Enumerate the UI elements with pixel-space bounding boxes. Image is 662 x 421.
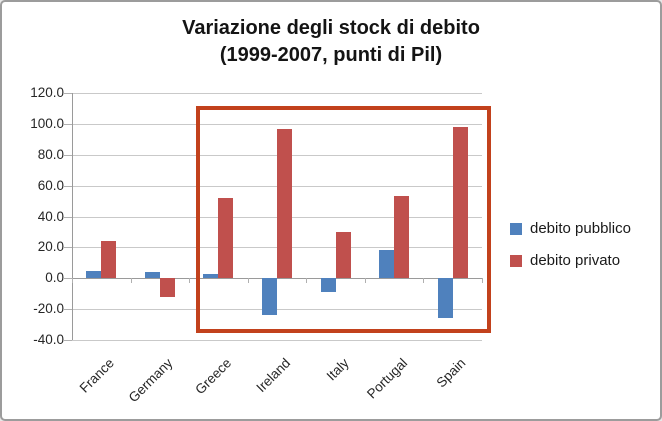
gridline xyxy=(72,93,482,94)
bar-debito-pubblico-greece xyxy=(203,273,219,279)
bar-debito-privato-ireland xyxy=(277,128,292,279)
y-axis-tick xyxy=(64,93,72,94)
legend-item-debito-pubblico: debito pubblico xyxy=(510,220,631,237)
y-axis-tick xyxy=(64,123,72,125)
bar-debito-pubblico-italy xyxy=(320,278,336,293)
bar-debito-privato-germany xyxy=(159,278,175,297)
x-axis-tick xyxy=(130,278,132,284)
gridline xyxy=(72,340,482,341)
bar-debito-privato-italy xyxy=(335,231,351,279)
gridline xyxy=(72,309,482,311)
x-category-label-greece: Greece xyxy=(192,355,235,398)
gridline xyxy=(72,123,482,125)
legend-swatch-debito-pubblico xyxy=(510,222,522,235)
bar-debito-pubblico-ireland xyxy=(262,278,277,316)
x-axis-tick xyxy=(72,278,73,284)
bar-debito-pubblico-spain xyxy=(437,278,453,319)
chart-title-line1: Variazione degli stock di debito xyxy=(182,17,480,39)
bar-debito-pubblico-portugal xyxy=(379,250,395,279)
y-axis-line xyxy=(72,93,73,340)
bar-debito-privato-portugal xyxy=(394,196,410,279)
y-tick-label: 0.0 xyxy=(45,270,64,286)
bar-debito-privato-spain xyxy=(452,126,468,279)
legend-label-debito-pubblico: debito pubblico xyxy=(530,220,631,237)
x-category-label-italy: Italy xyxy=(323,355,352,384)
x-axis-tick xyxy=(482,278,483,284)
y-tick-label: 80.0 xyxy=(37,146,64,162)
y-axis-tick xyxy=(64,247,72,249)
bar-debito-privato-france xyxy=(101,241,117,279)
y-axis-tick xyxy=(64,309,72,311)
y-tick-label: -40.0 xyxy=(33,332,64,347)
x-axis-tick xyxy=(364,278,366,284)
y-axis-tick xyxy=(64,340,72,341)
y-axis-tick xyxy=(64,216,72,218)
y-axis-tick xyxy=(64,154,72,156)
legend-swatch-debito-privato xyxy=(510,254,522,267)
chart-title: Variazione degli stock di debito (1999-2… xyxy=(2,15,660,69)
y-tick-label: 60.0 xyxy=(37,177,64,193)
x-axis-tick xyxy=(306,278,308,284)
legend-item-debito-privato: debito privato xyxy=(510,252,631,269)
y-tick-label: 40.0 xyxy=(37,208,64,224)
x-category-label-spain: Spain xyxy=(433,355,469,391)
y-axis-tick xyxy=(64,185,72,187)
y-axis-tick xyxy=(64,278,72,280)
x-category-label-france: France xyxy=(76,355,118,396)
x-category-label-germany: Germany xyxy=(125,355,176,406)
x-category-label-portugal: Portugal xyxy=(363,355,411,402)
x-axis-tick xyxy=(189,278,191,284)
x-axis-tick xyxy=(423,278,425,284)
x-axis-tick xyxy=(247,278,249,284)
highlight-rectangle xyxy=(196,106,491,334)
bar-debito-privato-greece xyxy=(218,197,234,279)
x-category-label-ireland: Ireland xyxy=(253,355,293,396)
chart-title-line2: (1999-2007, punti di Pil) xyxy=(219,44,443,66)
y-tick-label: -20.0 xyxy=(33,301,64,317)
bar-debito-pubblico-france xyxy=(86,270,102,279)
gridline xyxy=(72,278,482,280)
bar-debito-pubblico-germany xyxy=(144,272,160,279)
y-tick-label: 120.0 xyxy=(30,85,64,100)
y-tick-label: 20.0 xyxy=(37,239,64,255)
legend-label-debito-privato: debito privato xyxy=(530,252,621,269)
legend: debito pubblico debito privato xyxy=(510,220,631,284)
y-tick-label: 100.0 xyxy=(30,115,64,131)
